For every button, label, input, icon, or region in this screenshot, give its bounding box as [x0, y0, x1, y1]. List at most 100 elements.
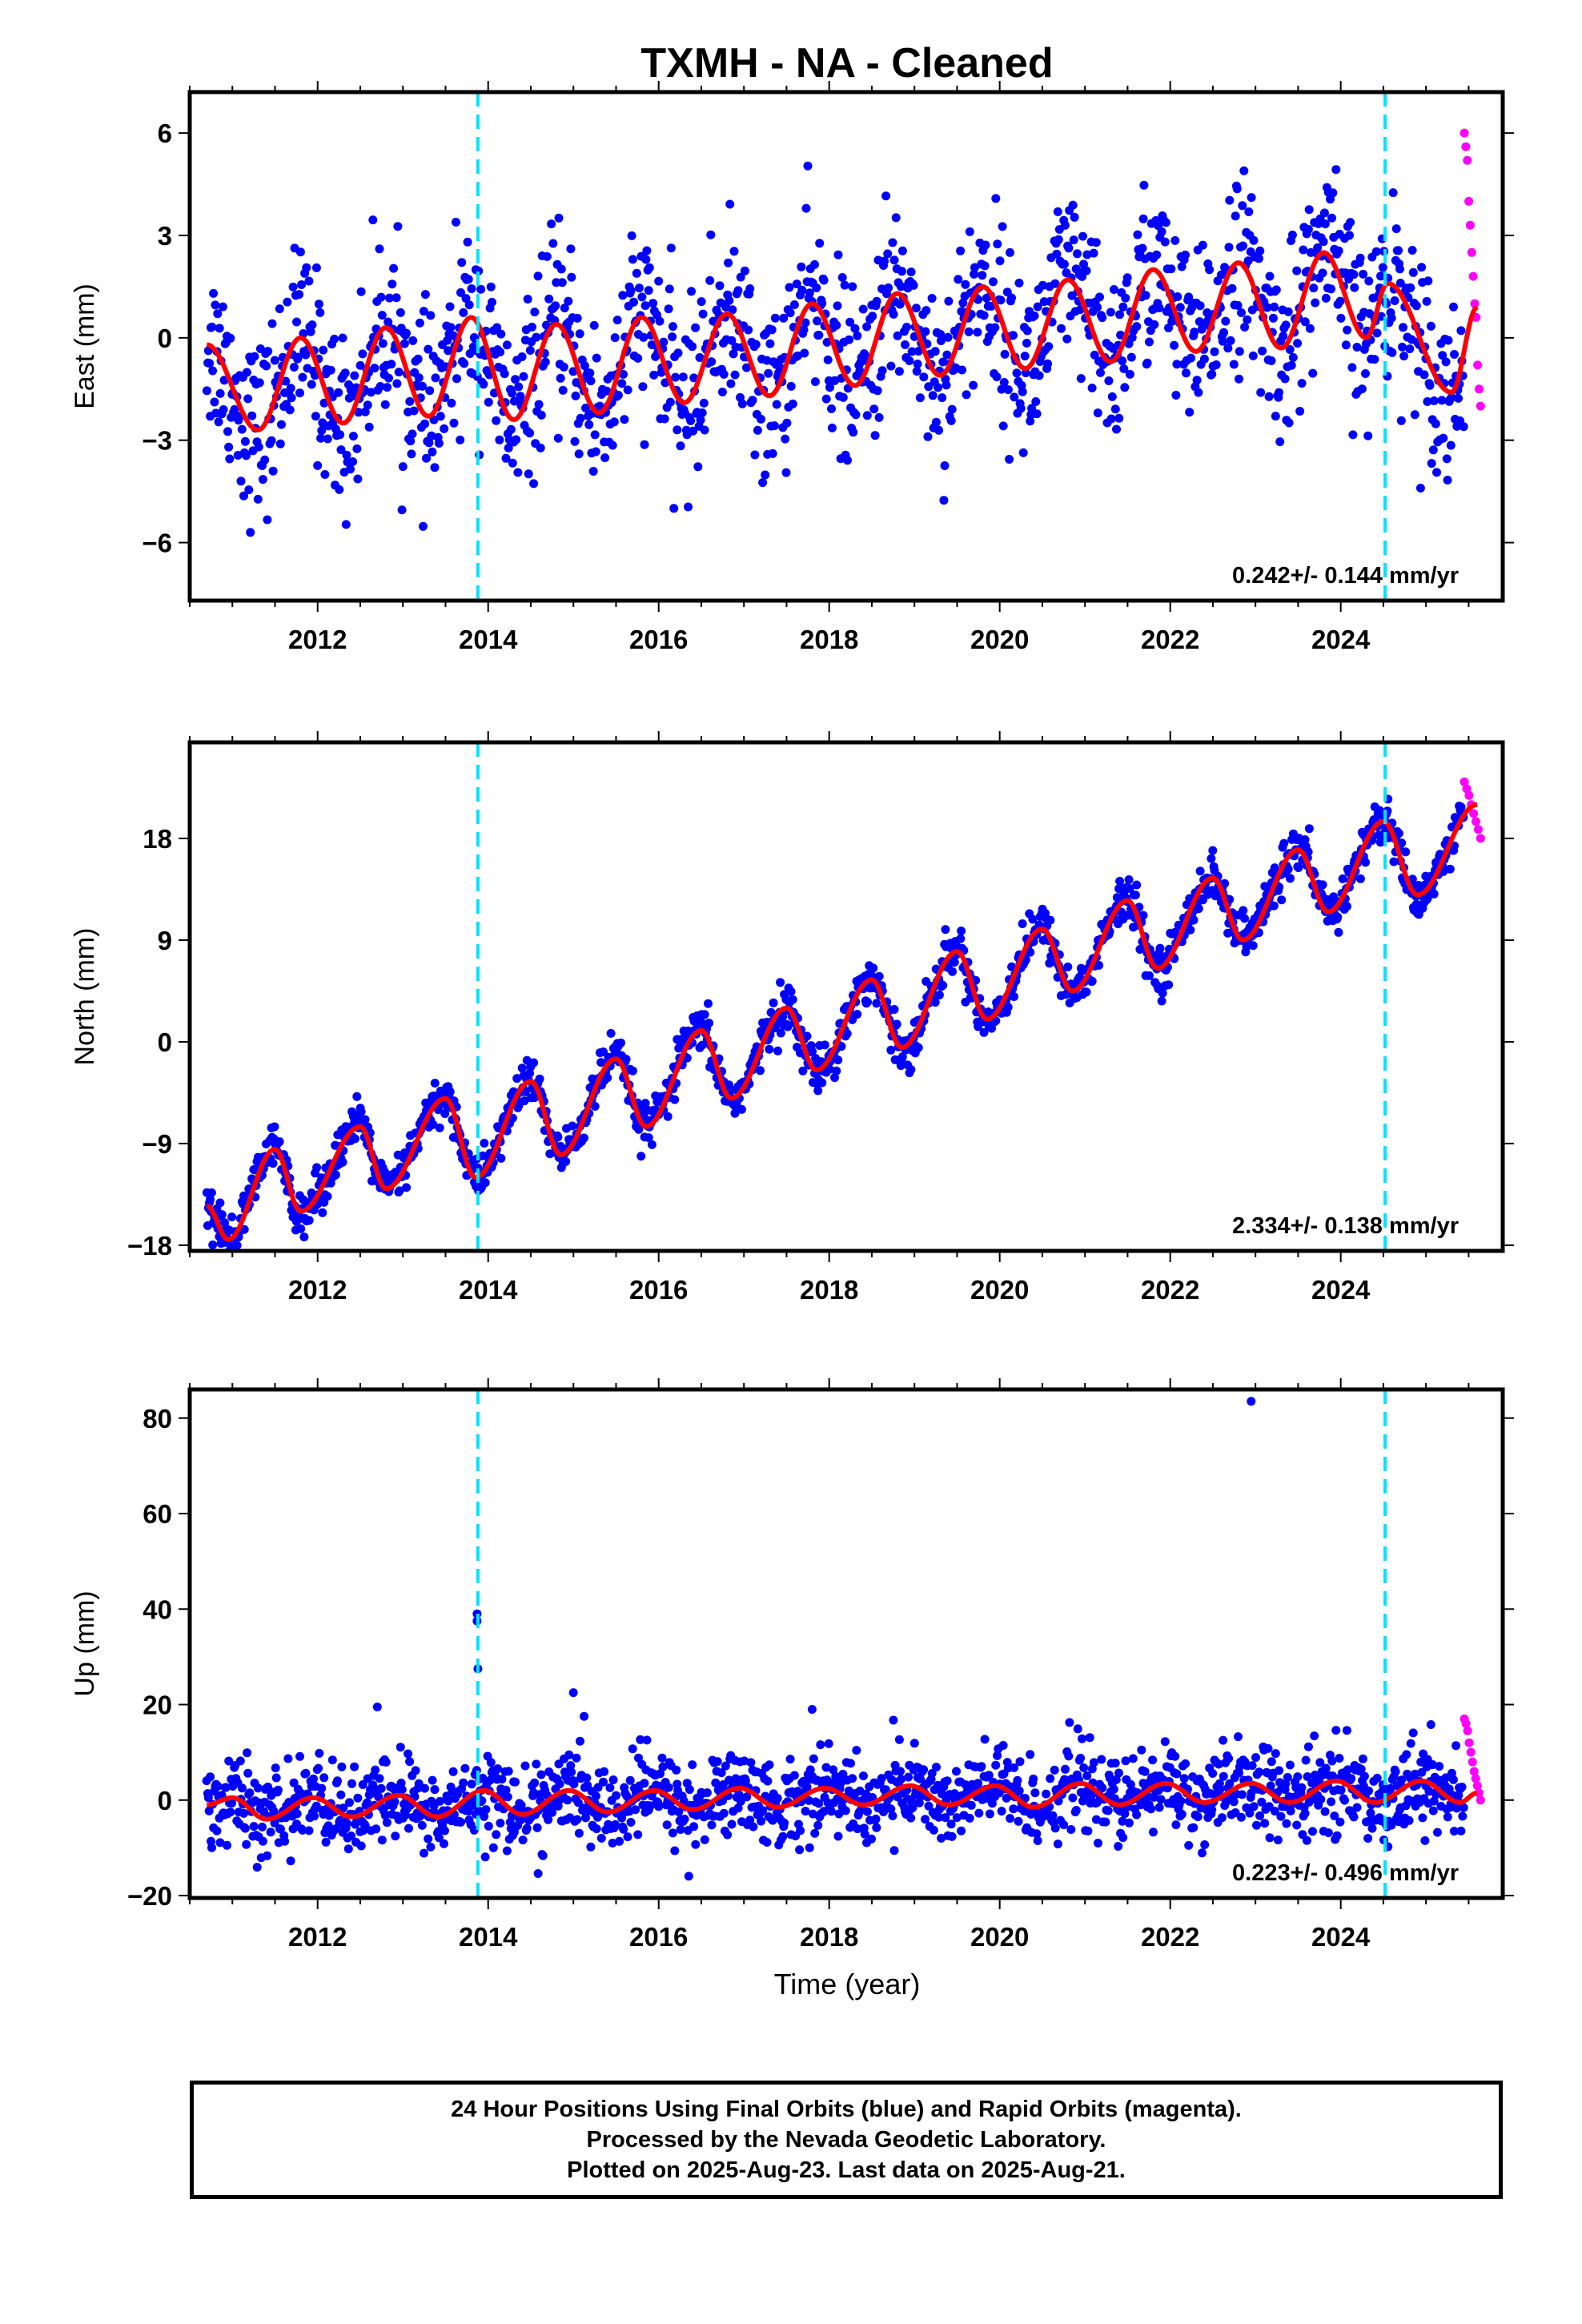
data-point-blue — [520, 1087, 530, 1096]
data-point-blue — [808, 1047, 817, 1056]
data-point-blue — [413, 354, 423, 364]
data-point-blue — [1243, 315, 1252, 324]
data-point-blue — [924, 382, 934, 392]
x-tick-label: 2014 — [459, 625, 518, 654]
data-point-blue — [1378, 263, 1387, 272]
data-point-blue — [765, 1044, 774, 1054]
data-point-blue — [1177, 262, 1186, 271]
data-point-blue — [1184, 1840, 1194, 1850]
data-point-blue — [315, 308, 325, 317]
data-point-blue — [698, 309, 708, 319]
data-point-blue — [952, 1813, 962, 1823]
data-point-blue — [1172, 360, 1182, 369]
data-point-blue — [484, 1821, 493, 1831]
data-point-blue — [833, 301, 842, 311]
data-point-blue — [1238, 201, 1247, 211]
data-point-blue — [356, 1107, 366, 1116]
data-point-blue — [1247, 193, 1256, 203]
data-point-blue — [1454, 393, 1463, 403]
outlier-point — [1247, 1397, 1256, 1406]
data-point-blue — [1121, 1756, 1130, 1766]
data-point-blue — [758, 478, 768, 488]
data-point-blue — [1366, 1808, 1375, 1818]
data-point-blue — [956, 246, 966, 255]
data-point-blue — [1026, 416, 1035, 426]
data-point-blue — [206, 1772, 215, 1782]
data-point-blue — [788, 995, 797, 1004]
data-point-blue — [564, 296, 573, 306]
data-point-blue — [484, 397, 493, 407]
data-point-blue — [665, 284, 674, 294]
data-point-blue — [801, 203, 811, 213]
data-point-blue — [1205, 265, 1215, 275]
data-point-blue — [1171, 391, 1181, 400]
data-point-blue — [406, 436, 416, 446]
data-point-blue — [506, 424, 516, 434]
data-point-blue — [1449, 302, 1458, 312]
data-point-blue — [253, 1783, 263, 1793]
y-tick-label: −3 — [142, 426, 172, 456]
data-point-blue — [1118, 1833, 1128, 1843]
data-point-blue — [705, 275, 715, 285]
data-point-blue — [304, 1216, 314, 1225]
data-point-blue — [1388, 188, 1398, 198]
data-point-blue — [1137, 1745, 1146, 1755]
data-point-blue — [1318, 268, 1327, 278]
data-point-blue — [1053, 1839, 1062, 1849]
data-point-blue — [271, 1773, 281, 1783]
data-point-blue — [991, 1760, 1001, 1770]
data-point-blue — [1257, 1797, 1267, 1807]
data-point-blue — [1255, 246, 1265, 255]
data-point-blue — [641, 255, 651, 264]
data-point-blue — [1030, 1788, 1040, 1798]
data-point-blue — [1249, 1802, 1259, 1811]
data-point-blue — [275, 1137, 284, 1147]
data-point-blue — [358, 1780, 367, 1789]
x-tick-label: 2016 — [629, 1922, 688, 1952]
data-point-blue — [668, 332, 677, 342]
data-point-blue — [852, 1746, 861, 1755]
data-point-blue — [1150, 1792, 1158, 1802]
x-tick-label: 2012 — [288, 1922, 347, 1952]
data-point-blue — [213, 309, 223, 319]
data-point-blue — [461, 294, 471, 304]
data-point-blue — [717, 1768, 726, 1778]
data-point-blue — [592, 353, 601, 363]
data-point-blue — [996, 296, 1006, 305]
data-point-blue — [729, 349, 738, 359]
data-point-blue — [1399, 352, 1409, 361]
data-point-blue — [1132, 1810, 1142, 1819]
data-point-blue — [631, 1805, 640, 1815]
data-point-blue — [237, 1783, 247, 1793]
data-point-blue — [947, 1831, 957, 1841]
data-point-blue — [940, 461, 950, 470]
data-point-blue — [553, 1801, 563, 1811]
data-point-blue — [619, 369, 628, 379]
data-point-blue — [912, 367, 921, 376]
data-point-blue — [1171, 1820, 1181, 1830]
data-point-blue — [934, 1812, 944, 1822]
data-point-blue — [913, 347, 923, 356]
data-point-blue — [980, 261, 990, 271]
data-point-blue — [591, 1791, 600, 1801]
data-point-blue — [862, 1807, 872, 1816]
data-point-blue — [1221, 316, 1231, 326]
data-point-blue — [254, 442, 263, 452]
data-point-blue — [1313, 243, 1323, 252]
data-point-blue — [1194, 904, 1203, 914]
data-point-blue — [832, 1066, 841, 1076]
data-point-blue — [496, 329, 506, 339]
data-point-blue — [405, 396, 415, 406]
data-point-blue — [1089, 248, 1098, 258]
data-point-blue — [863, 997, 872, 1007]
data-point-blue — [1423, 397, 1432, 406]
data-point-blue — [478, 1151, 488, 1160]
data-point-blue — [1293, 1772, 1303, 1782]
data-point-blue — [336, 1790, 346, 1799]
data-point-blue — [572, 1753, 581, 1763]
data-point-blue — [1154, 1803, 1164, 1812]
data-point-blue — [1217, 1813, 1227, 1823]
data-point-blue — [407, 449, 416, 459]
data-point-blue — [858, 304, 868, 314]
data-point-blue — [686, 416, 696, 425]
